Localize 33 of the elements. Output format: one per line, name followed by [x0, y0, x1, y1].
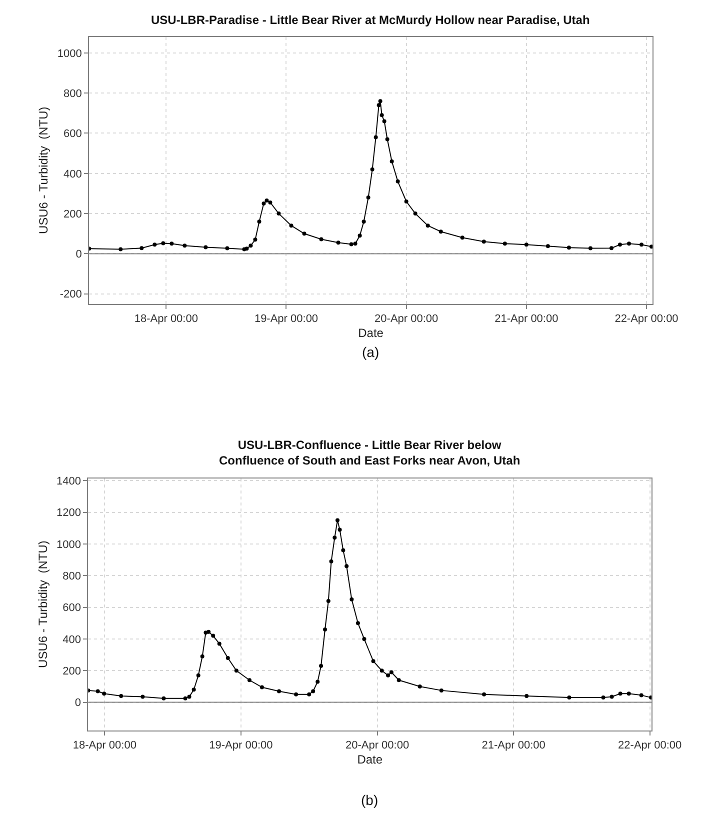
y-tick-label: 1000 [57, 48, 82, 60]
y-tick-label: 200 [64, 208, 82, 220]
chart-title: USU-LBR-Paradise - Little Bear River at McMurdy Hollow near Paradise, Utah [151, 13, 590, 27]
x-tick-label: 18-Apr 00:00 [72, 740, 136, 752]
y-axis-title: USU6 - Turbidity (NTU) [36, 540, 50, 668]
y-tick-label: 1000 [56, 538, 81, 551]
y-tick-label: 600 [62, 602, 81, 614]
text: (b) [361, 792, 378, 808]
x-tick-label: 21-Apr 00:00 [482, 740, 546, 752]
y-tick-label: 600 [64, 128, 82, 140]
y-tick-label: 1200 [56, 507, 81, 520]
x-axis-title: Date [358, 326, 384, 340]
text: (a) [362, 344, 380, 360]
x-tick-label: 20-Apr 00:00 [374, 313, 438, 326]
y-tick-label: 400 [64, 168, 82, 180]
x-tick-label: 19-Apr 00:00 [209, 740, 273, 752]
y-tick-label: 800 [64, 88, 82, 100]
chart-title: USU-LBR-Confluence - Little Bear River below Confluence of South and East Forks near Avon, Utah [219, 438, 520, 468]
y-axis-title: USU6 - Turbidity (NTU) [36, 106, 51, 234]
x-tick-label: 21-Apr 00:00 [494, 313, 558, 326]
x-tick-label: 18-Apr 00:00 [134, 313, 198, 326]
x-tick-label: 22-Apr 00:00 [618, 740, 682, 752]
x-tick-label: 20-Apr 00:00 [345, 740, 410, 752]
y-tick-label: 200 [62, 665, 81, 678]
y-tick-label: 800 [62, 570, 81, 582]
y-tick-label: 1400 [56, 475, 81, 488]
y-tick-label: 0 [74, 697, 81, 710]
x-tick-label: 22-Apr 00:00 [614, 313, 678, 326]
x-tick-label: 19-Apr 00:00 [254, 313, 318, 326]
y-tick-label: 0 [76, 248, 82, 261]
x-axis-title: Date [357, 752, 383, 766]
y-tick-label: 400 [62, 634, 81, 646]
y-tick-label: -200 [60, 288, 82, 301]
